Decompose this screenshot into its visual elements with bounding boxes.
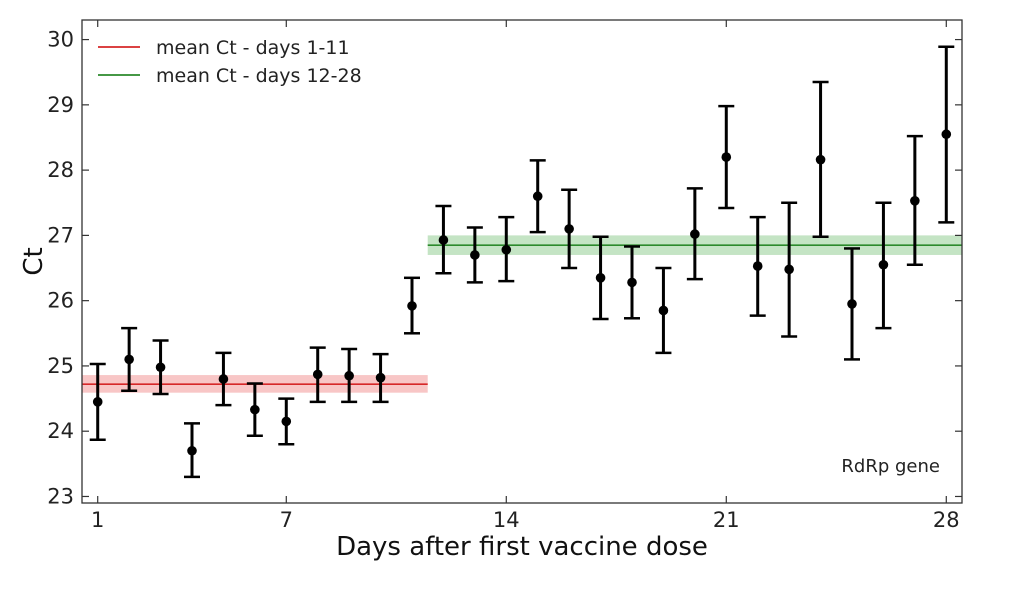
gene-annotation: RdRp gene — [841, 456, 940, 477]
data-point-day-10 — [372, 352, 389, 404]
plot-frame — [81, 19, 963, 504]
data-point-marker — [532, 191, 543, 202]
data-point-marker — [92, 397, 103, 407]
data-point-day-4 — [184, 422, 200, 479]
y-axis-label: Ct — [19, 247, 49, 275]
y-tick-label: 28 — [47, 158, 74, 182]
data-point-marker — [470, 250, 480, 260]
x-axis-label: Days after first vaccine dose — [336, 532, 708, 562]
mean-bands — [82, 235, 962, 393]
legend-label: mean Ct - days 1-11 — [156, 37, 350, 59]
x-tick-label: 28 — [933, 508, 960, 532]
data-point-marker — [218, 374, 229, 384]
data-point-day-13 — [466, 226, 483, 284]
data-point-marker — [155, 362, 166, 373]
data-point-marker — [784, 264, 794, 275]
data-point-marker — [344, 370, 354, 381]
data-point-day-3 — [152, 339, 169, 396]
x-tick-label: 21 — [713, 508, 740, 532]
data-point-marker — [250, 404, 260, 415]
data-point-day-8 — [309, 346, 326, 404]
data-point-marker — [815, 154, 826, 165]
data-point-marker — [910, 195, 920, 206]
data-point-day-26 — [875, 201, 892, 330]
legend-label: mean Ct - days 12-28 — [156, 65, 362, 87]
data-point-day-14 — [498, 215, 515, 283]
data-point-day-16 — [561, 188, 578, 270]
y-tick-label: 24 — [47, 419, 74, 443]
data-point-day-27 — [906, 134, 923, 267]
data-point-marker — [281, 416, 292, 427]
data-point-day-5 — [215, 351, 232, 407]
x-tick-label: 7 — [280, 508, 293, 532]
data-point-day-15 — [529, 159, 546, 234]
y-tick-label: 29 — [47, 93, 74, 117]
data-point-marker — [564, 224, 574, 234]
data-point-marker — [312, 369, 323, 380]
data-point-day-6 — [246, 382, 263, 438]
data-point-marker — [878, 259, 889, 270]
data-point-day-23 — [781, 201, 798, 338]
data-point-day-19 — [655, 266, 672, 355]
data-point-marker — [690, 229, 700, 239]
data-point-marker — [124, 354, 134, 365]
data-point-marker — [501, 244, 512, 255]
error-bars — [89, 45, 955, 479]
data-point-marker — [438, 235, 449, 245]
x-tick-label: 1 — [91, 508, 104, 532]
data-point-marker — [407, 301, 417, 311]
y-tick-label: 23 — [47, 484, 74, 508]
y-tick-label: 30 — [47, 28, 74, 52]
data-point-day-22 — [749, 215, 766, 317]
data-point-day-21 — [718, 104, 735, 210]
data-point-marker — [752, 261, 763, 271]
y-tick-label: 26 — [47, 289, 74, 313]
legend: mean Ct - days 1-11 mean Ct - days 12-28 — [98, 37, 362, 87]
data-point-day-24 — [812, 80, 829, 238]
data-point-marker — [375, 372, 386, 383]
data-point-marker — [187, 445, 197, 456]
data-point-day-9 — [341, 347, 358, 404]
data-point-marker — [941, 129, 952, 140]
data-point-day-20 — [686, 187, 703, 281]
data-point-day-11 — [404, 276, 420, 335]
data-point-marker — [721, 152, 732, 162]
data-point-marker — [658, 305, 669, 316]
data-point-day-1 — [89, 362, 106, 441]
y-axis: 23 24 25 26 27 28 29 30 — [47, 28, 962, 508]
legend-entry-1: mean Ct - days 1-11 — [98, 37, 350, 59]
data-point-marker — [627, 277, 637, 288]
data-point-day-25 — [844, 247, 860, 361]
data-point-day-17 — [592, 235, 609, 321]
y-tick-label: 25 — [47, 354, 74, 378]
x-axis: 1 7 14 21 28 — [91, 20, 960, 532]
data-point-day-7 — [278, 397, 295, 446]
data-point-marker — [595, 273, 606, 283]
x-tick-label: 14 — [493, 508, 520, 532]
legend-entry-2: mean Ct - days 12-28 — [98, 65, 362, 87]
data-point-day-28 — [938, 45, 955, 224]
data-point-day-2 — [121, 326, 138, 392]
data-point-marker — [847, 299, 857, 309]
y-tick-label: 27 — [47, 223, 74, 247]
data-point-day-18 — [624, 245, 640, 320]
data-point-day-12 — [435, 204, 452, 275]
